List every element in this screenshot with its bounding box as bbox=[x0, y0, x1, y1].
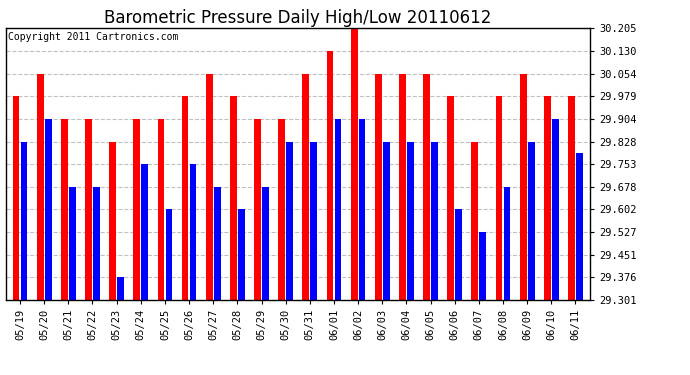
Bar bbox=[61, 118, 68, 300]
Bar bbox=[576, 153, 583, 300]
Bar bbox=[504, 187, 511, 300]
Bar bbox=[286, 141, 293, 300]
Bar bbox=[166, 210, 172, 300]
Bar bbox=[471, 141, 478, 300]
Bar bbox=[544, 96, 551, 300]
Bar bbox=[262, 187, 269, 300]
Bar bbox=[141, 164, 148, 300]
Bar bbox=[214, 187, 221, 300]
Bar bbox=[351, 28, 357, 300]
Bar bbox=[447, 96, 454, 300]
Bar bbox=[230, 96, 237, 300]
Bar bbox=[21, 141, 28, 300]
Bar bbox=[133, 118, 140, 300]
Bar bbox=[326, 51, 333, 300]
Bar bbox=[359, 118, 366, 300]
Title: Barometric Pressure Daily High/Low 20110612: Barometric Pressure Daily High/Low 20110… bbox=[104, 9, 491, 27]
Bar bbox=[310, 141, 317, 300]
Bar bbox=[399, 74, 406, 300]
Bar bbox=[190, 164, 197, 300]
Bar bbox=[69, 187, 76, 300]
Bar bbox=[375, 74, 382, 300]
Bar bbox=[455, 210, 462, 300]
Bar bbox=[254, 118, 261, 300]
Bar bbox=[431, 141, 438, 300]
Bar bbox=[335, 118, 342, 300]
Bar bbox=[157, 118, 164, 300]
Bar bbox=[383, 141, 390, 300]
Bar bbox=[117, 278, 124, 300]
Bar bbox=[480, 232, 486, 300]
Bar bbox=[181, 96, 188, 300]
Bar bbox=[407, 141, 414, 300]
Bar bbox=[37, 74, 43, 300]
Bar bbox=[278, 118, 285, 300]
Bar bbox=[520, 74, 526, 300]
Bar bbox=[552, 118, 559, 300]
Bar bbox=[528, 141, 535, 300]
Bar bbox=[12, 96, 19, 300]
Bar bbox=[206, 74, 213, 300]
Text: Copyright 2011 Cartronics.com: Copyright 2011 Cartronics.com bbox=[8, 32, 179, 42]
Bar bbox=[495, 96, 502, 300]
Bar bbox=[423, 74, 430, 300]
Bar bbox=[109, 141, 116, 300]
Bar bbox=[302, 74, 309, 300]
Bar bbox=[238, 210, 245, 300]
Bar bbox=[568, 96, 575, 300]
Bar bbox=[93, 187, 100, 300]
Bar bbox=[85, 118, 92, 300]
Bar bbox=[45, 118, 52, 300]
